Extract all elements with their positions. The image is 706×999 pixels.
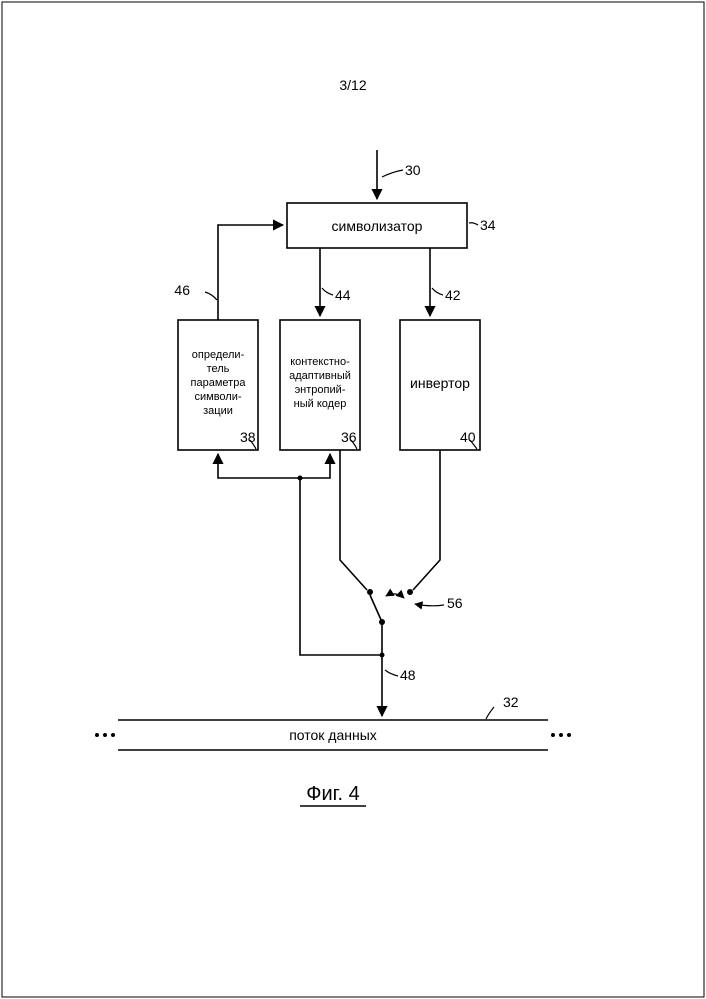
label-32: 32 [503,694,519,710]
switch-arc [386,594,404,598]
label-46: 46 [174,282,190,298]
node-coder-l2: энтропий- [295,384,346,396]
label-48: 48 [400,667,416,683]
edge-feedback-determiner [218,454,300,478]
node-determiner-l3: символи- [194,391,241,403]
node-coder-l0: контекстно- [290,356,350,368]
switch-contact-left [367,589,373,595]
label-30: 30 [405,162,421,178]
page-header: 3/12 [339,77,366,93]
ellipsis-right [551,733,571,737]
node-coder-l3: ный кодер [294,398,347,410]
node-coder-l1: адаптивный [289,370,351,382]
edge-coder-switch [340,450,367,590]
label-38: 38 [240,429,256,445]
node-determiner-l4: зации [203,405,233,417]
edge-feedback-trunk [300,478,382,655]
node-determiner-l2: параметра [191,377,247,389]
leader-32 [486,707,494,719]
edge-feedback-coder [300,454,330,478]
leader-48 [385,670,398,676]
edge-inverter-switch [413,450,440,590]
label-34: 34 [480,217,496,233]
feedback-tap-node [380,653,385,658]
label-42: 42 [445,287,461,303]
switch-arm [370,595,382,622]
switch-contact-right [407,589,413,595]
label-40: 40 [460,429,476,445]
leader-56 [415,604,444,606]
label-36: 36 [341,429,357,445]
leader-46 [205,292,217,300]
datastream-label: поток данных [289,727,377,743]
leader-30 [382,170,403,177]
node-symbolizer-label: символизатор [332,218,423,234]
label-56: 56 [447,595,463,611]
node-determiner-l1: тель [207,363,230,375]
figure-label: Фиг. 4 [306,783,359,805]
node-determiner-l0: определи- [192,349,245,361]
leader-34 [469,223,478,225]
ellipsis-left [95,733,115,737]
leader-42 [432,288,443,295]
label-44: 44 [335,287,351,303]
edge-determiner-symbolizer [218,225,283,320]
node-inverter-label: инвертор [410,375,470,391]
leader-44 [322,288,333,295]
